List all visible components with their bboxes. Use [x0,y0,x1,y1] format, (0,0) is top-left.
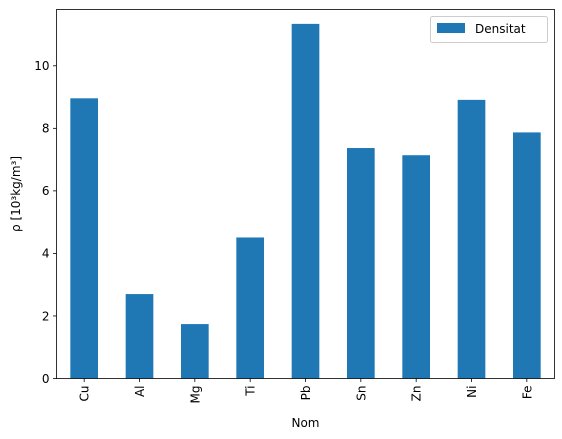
bar-sn [347,148,375,379]
bar-mg [181,324,209,379]
x-tick-label: Al [133,386,147,398]
legend: Densitat [430,16,548,43]
bar-fe [513,132,541,379]
bar-pb [291,23,320,379]
x-tick-label: Cu [78,386,92,402]
x-axis-label: Nom [291,416,319,430]
x-tick-label: Ti [244,386,258,397]
x-ticks-layer: Cu Al Mg Ti Pb Sn Zn Ni Fe [78,378,534,404]
y-tick-label: 8 [42,122,50,136]
legend-swatch [437,23,465,33]
x-tick-label: Pb [299,386,313,401]
x-tick-label: Sn [354,386,368,401]
legend-label: Densitat [475,22,526,36]
bars-layer [70,23,541,379]
x-tick-label: Mg [188,386,202,404]
y-axis-label: ρ [10³kg/m³] [9,156,23,232]
y-tick-label: 6 [42,184,50,198]
y-tick-label: 4 [42,247,50,261]
x-tick-label: Zn [410,386,424,402]
bar-ti [236,237,264,379]
plot-frame [56,9,555,379]
x-tick-label: Fe [520,386,534,400]
bar-ni [457,99,486,379]
bar-cu [70,98,98,379]
bar-al [125,294,154,379]
y-tick-label: 10 [34,59,49,73]
x-tick-label: Ni [465,386,479,398]
y-tick-label: 0 [42,372,50,386]
y-ticks-layer: 0 2 4 6 8 10 [34,59,57,386]
bar-zn [402,155,430,379]
y-tick-label: 2 [42,309,50,323]
